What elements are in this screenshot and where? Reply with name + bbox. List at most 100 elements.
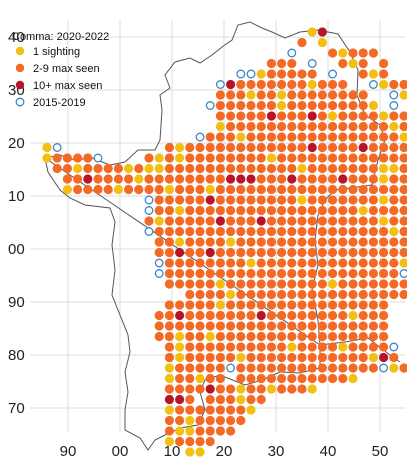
dot-many [215,111,225,121]
dot-many [73,184,83,195]
dot-many [246,142,256,153]
dot-many [175,258,185,268]
dot-many [389,132,399,142]
dot-many [328,216,338,226]
dot-many [358,69,368,79]
dot-many [185,247,195,258]
dot-many [368,300,378,310]
dot-many [266,195,276,205]
dot-many [328,121,338,132]
dot-many [348,321,358,331]
dot-many [338,373,348,384]
dot-one [389,226,399,237]
dot-many [195,216,205,226]
dot-many [399,363,407,373]
dot-many [236,342,246,352]
dot-many [236,142,246,153]
dot-old [236,69,246,79]
dot-many [236,111,246,121]
dot-many [246,342,256,352]
dot-many [62,153,72,163]
dot-old [144,227,154,236]
dot-many [256,279,266,289]
dot-many [379,279,389,289]
x-axis-ticks: 90 00 10 20 30 40 50 [60,443,389,460]
dot-many [195,258,205,268]
dot-many [297,184,307,195]
dot-one [348,58,358,69]
dot-many [195,174,205,184]
dot-many [277,132,287,142]
dot-many [317,373,327,384]
dot-many [226,121,236,132]
dot-one [175,352,185,363]
x-tick-label: 30 [268,443,285,460]
dot-many [368,153,378,163]
dot-many [175,195,185,205]
dot-many [277,58,287,69]
dot-many [287,58,297,69]
dot-many [215,132,225,142]
dot-one [164,373,174,384]
dot-many [348,289,358,300]
dot-many [83,153,93,163]
dot-many [287,142,297,153]
dot-one [399,132,407,142]
dot-one [379,195,389,205]
record-dots [42,27,407,457]
dot-many [328,226,338,237]
dot-many [62,163,72,174]
dot-many [399,153,407,163]
dot-many [317,132,327,142]
dot-many [256,300,266,310]
dot-many [246,100,256,111]
dot-many [379,321,389,331]
dot-one [389,163,399,174]
dot-many [317,184,327,195]
dot-one [399,258,407,268]
dot-many [338,195,348,205]
dot-one [307,79,317,90]
dot-many [379,258,389,268]
dot-many [226,415,236,426]
dot-many [185,142,195,153]
dot-many [287,163,297,174]
dot-many [205,352,215,363]
dot-many [256,205,266,216]
dot-many [246,394,256,405]
dot-many [266,237,276,247]
dot-many [317,195,327,205]
dot-many [246,216,256,226]
dot-many [389,205,399,216]
dot-many [266,132,276,142]
dot-many [358,268,368,279]
dot-old [195,132,205,142]
legend-label: 2015-2019 [33,97,86,109]
dot-many [236,216,246,226]
dot-many [368,247,378,258]
dot-one [328,111,338,121]
dot-many [287,268,297,279]
dot-one [317,37,327,48]
dot-many [287,373,297,384]
dot-many [195,352,205,363]
dot-many [358,279,368,289]
dot-many [256,268,266,279]
dot-many [307,184,317,195]
dot-many [368,279,378,289]
dot-many [379,247,389,258]
dot-many [328,258,338,268]
dot-many [215,352,225,363]
dot-many [266,289,276,300]
dot-many [277,342,287,352]
dot-many [175,279,185,289]
dot-many [73,153,83,163]
dot-many [185,258,195,268]
dot-many [287,352,297,363]
dot-many [266,342,276,352]
dot-many [215,142,225,153]
dot-many [307,174,317,184]
y-tick-label: 90 [8,294,25,311]
dot-many [164,352,174,363]
dot-many [226,384,236,394]
